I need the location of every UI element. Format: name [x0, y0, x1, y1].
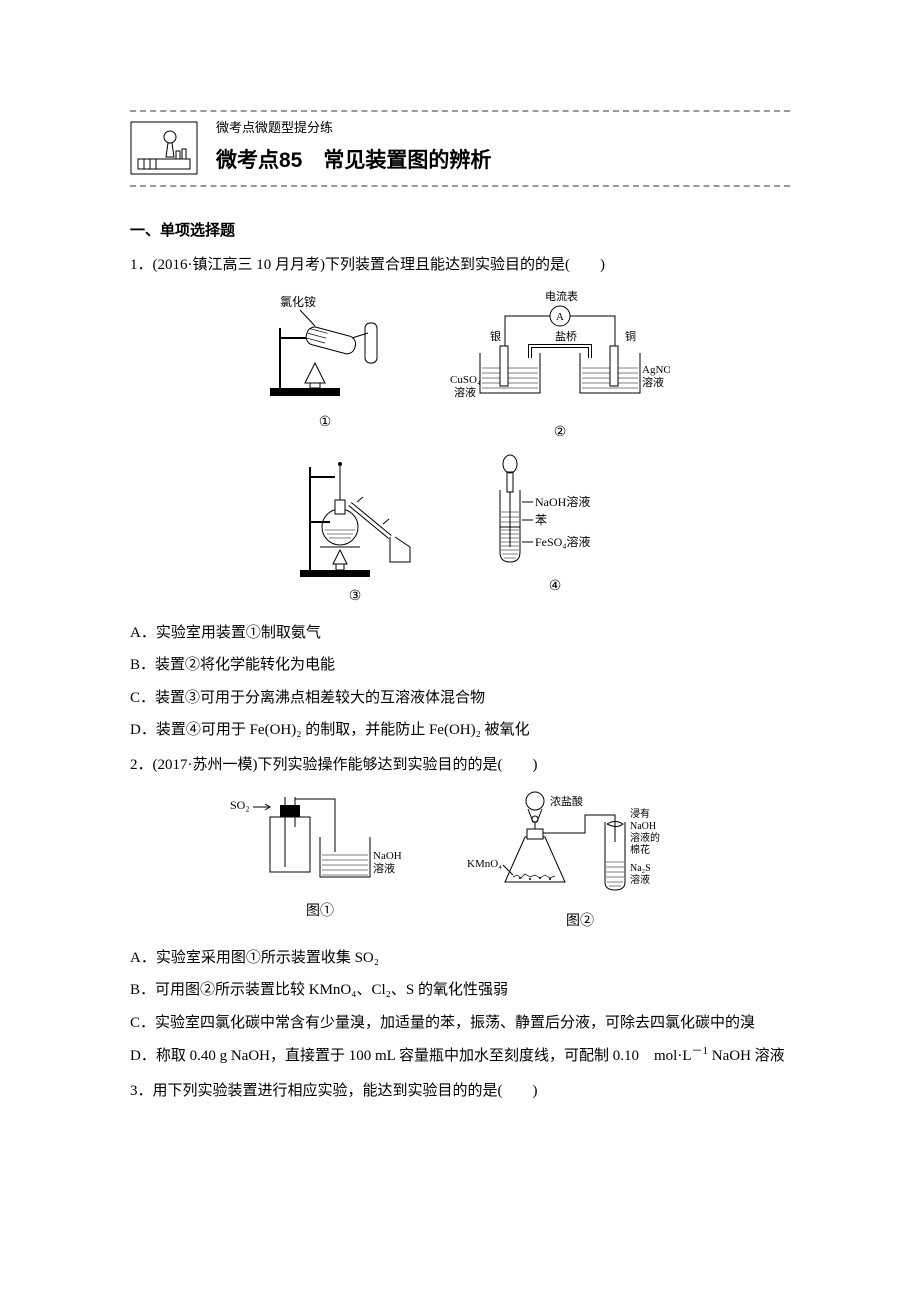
svg-text:溶液: 溶液 — [454, 385, 476, 399]
header-title: 微考点85 常见装置图的辨析 — [216, 141, 491, 181]
label-feso4: FeSO₄溶液 — [535, 534, 591, 549]
label-saltbridge: 盐桥 — [555, 330, 577, 343]
q1-fig1: 氯化铵 — [250, 288, 400, 447]
svg-text:NaOH: NaOH — [630, 821, 656, 832]
q2-fig2-label: 图② — [566, 909, 594, 936]
label-nh4cl: 氯化铵 — [280, 294, 316, 309]
q2-opt-b: B．可用图②所示装置比较 KMnO₄、Cl₂、S 的氧化性强弱 — [130, 976, 790, 1005]
svg-text:浸有: 浸有 — [630, 807, 650, 820]
q2-opt-d-sup: －1 — [692, 1045, 709, 1057]
q1-fig4-label: ④ — [549, 574, 562, 601]
label-naoh: NaOH溶液 — [535, 494, 590, 509]
q1-fig2-label: ② — [554, 420, 567, 447]
q2-opt-d-part1: D．称取 0.40 g NaOH，直接置于 100 mL 容量瓶中加水至刻度线，… — [130, 1048, 692, 1064]
q1-fig1-label: ① — [319, 410, 332, 437]
q2-opt-d: D．称取 0.40 g NaOH，直接置于 100 mL 容量瓶中加水至刻度线，… — [130, 1041, 790, 1071]
svg-text:KMnO₄: KMnO₄ — [467, 858, 502, 870]
svg-text:溶液: 溶液 — [373, 861, 395, 875]
q2-opt-d-part2: NaOH 溶液 — [712, 1048, 785, 1064]
q1-figure: 氯化铵 — [130, 288, 790, 611]
label-benzene: 苯 — [535, 513, 547, 527]
q1-opt-c: C．装置③可用于分离沸点相差较大的互溶液体混合物 — [130, 684, 790, 713]
svg-text:NaOH: NaOH — [373, 850, 402, 862]
question-3: 3．用下列实验装置进行相应实验，能达到实验目的的是( ) — [130, 1077, 790, 1106]
svg-text:浓盐酸: 浓盐酸 — [550, 794, 583, 808]
section-heading: 一、单项选择题 — [130, 217, 790, 246]
svg-text:溶液: 溶液 — [642, 375, 664, 389]
svg-text:溶液: 溶液 — [630, 873, 650, 886]
svg-text:A: A — [556, 311, 564, 323]
label-silver: 银 — [490, 329, 501, 343]
q1-opt-b: B．装置②将化学能转化为电能 — [130, 651, 790, 680]
header-illustration-icon — [130, 121, 198, 175]
label-copper: 铜 — [625, 329, 636, 343]
q1-opt-d: D．装置④可用于 Fe(OH)₂ 的制取，并能防止 Fe(OH)₂ 被氧化 — [130, 716, 790, 745]
q1-opt-a: A．实验室用装置①制取氨气 — [130, 619, 790, 648]
svg-text:CuSO₄: CuSO₄ — [450, 374, 481, 386]
q1-fig3-label: ③ — [349, 584, 362, 611]
q2-opt-a: A．实验室采用图①所示装置收集 SO₂ — [130, 944, 790, 973]
q1-stem: 1．(2016·镇江高三 10 月月考)下列装置合理且能达到实验目的的是( ) — [130, 251, 790, 280]
label-ammeter: 电流表 — [545, 289, 578, 303]
q2-fig1: SO₂ NaOH 溶液 图① — [225, 787, 415, 936]
header-text-block: 微考点微题型提分练 微考点85 常见装置图的辨析 — [216, 116, 491, 181]
q2-figure: SO₂ NaOH 溶液 图① — [130, 787, 790, 936]
svg-text:溶液的: 溶液的 — [630, 831, 660, 844]
question-1: 1．(2016·镇江高三 10 月月考)下列装置合理且能达到实验目的的是( ) … — [130, 251, 790, 745]
svg-text:AgNO₃: AgNO₃ — [642, 364, 670, 376]
q2-fig1-label: 图① — [306, 899, 334, 926]
q2-opt-c: C．实验室四氯化碳中常含有少量溴，加适量的苯，振荡、静置后分液，可除去四氯化碳中… — [130, 1009, 790, 1038]
svg-text:Na₂S: Na₂S — [630, 863, 651, 874]
q2-fig2: 浓盐酸 KMnO₄ 浸有 — [465, 787, 695, 936]
svg-text:SO₂: SO₂ — [230, 798, 250, 812]
q2-stem: 2．(2017·苏州一模)下列实验操作能够达到实验目的的是( ) — [130, 751, 790, 780]
header-subtitle: 微考点微题型提分练 — [216, 116, 491, 141]
q1-fig2: 电流表 A 盐桥 银 铜 — [450, 288, 670, 447]
page-header: 微考点微题型提分练 微考点85 常见装置图的辨析 — [130, 110, 790, 187]
svg-text:棉花: 棉花 — [630, 843, 650, 856]
q1-fig4: NaOH溶液 苯 FeSO₄溶液 ④ — [475, 452, 635, 611]
question-2: 2．(2017·苏州一模)下列实验操作能够达到实验目的的是( ) SO₂ — [130, 751, 790, 1071]
q1-fig3: ③ — [285, 452, 425, 611]
q3-stem: 3．用下列实验装置进行相应实验，能达到实验目的的是( ) — [130, 1077, 790, 1106]
